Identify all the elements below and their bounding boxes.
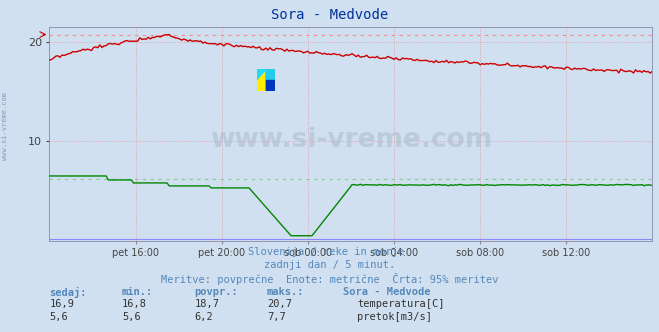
Text: 18,7: 18,7 <box>194 299 219 309</box>
Text: Sora - Medvode: Sora - Medvode <box>343 287 430 297</box>
Text: 16,8: 16,8 <box>122 299 147 309</box>
Text: 20,7: 20,7 <box>267 299 292 309</box>
Text: Slovenija / reke in morje.: Slovenija / reke in morje. <box>248 247 411 257</box>
Text: 5,6: 5,6 <box>122 312 140 322</box>
Text: temperatura[C]: temperatura[C] <box>357 299 445 309</box>
Text: povpr.:: povpr.: <box>194 287 238 297</box>
Polygon shape <box>257 69 266 80</box>
Polygon shape <box>257 69 266 91</box>
Polygon shape <box>266 80 275 91</box>
Text: maks.:: maks.: <box>267 287 304 297</box>
Text: 16,9: 16,9 <box>49 299 74 309</box>
Text: min.:: min.: <box>122 287 153 297</box>
Polygon shape <box>257 69 266 91</box>
Polygon shape <box>266 69 275 91</box>
Text: pretok[m3/s]: pretok[m3/s] <box>357 312 432 322</box>
Text: Sora - Medvode: Sora - Medvode <box>271 8 388 22</box>
Text: www.si-vreme.com: www.si-vreme.com <box>210 127 492 153</box>
Text: 7,7: 7,7 <box>267 312 285 322</box>
Text: 5,6: 5,6 <box>49 312 68 322</box>
Text: sedaj:: sedaj: <box>49 287 87 298</box>
Text: 6,2: 6,2 <box>194 312 213 322</box>
Polygon shape <box>266 69 275 91</box>
Text: Meritve: povprečne  Enote: metrične  Črta: 95% meritev: Meritve: povprečne Enote: metrične Črta:… <box>161 273 498 285</box>
Text: www.si-vreme.com: www.si-vreme.com <box>2 92 9 160</box>
Text: zadnji dan / 5 minut.: zadnji dan / 5 minut. <box>264 260 395 270</box>
